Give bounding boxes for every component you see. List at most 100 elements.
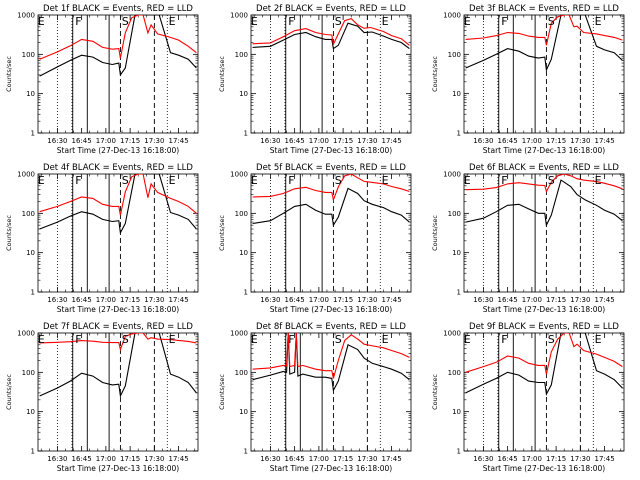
annotation-label: E <box>464 15 471 28</box>
series-line-lld <box>39 333 197 352</box>
y-tick-label: 100 <box>235 210 248 218</box>
x-tick-label: 16:45 <box>72 137 92 145</box>
panel-2: Det 2f BLACK = Events, RED = LLD Counts/s… <box>218 4 412 155</box>
x-tick-label: 16:45 <box>72 296 92 304</box>
x-tick-label: 17:00 <box>522 137 542 145</box>
annotation-label: S <box>548 333 555 346</box>
series-line-events <box>39 174 197 235</box>
series-line-lld <box>252 333 410 379</box>
panel-9: Det 9f BLACK = Events, RED = LLD Counts/s… <box>431 322 625 473</box>
annotation-label: E <box>595 174 602 187</box>
y-axis-label: Counts/sec <box>5 56 13 92</box>
y-axis-label: Counts/sec <box>218 374 226 410</box>
annotation-label: E <box>251 174 258 187</box>
x-tick-label: 17:45 <box>169 137 189 145</box>
x-tick-label: 17:45 <box>595 296 615 304</box>
x-axis-label: Start Time (27-Dec-13 16:18:00) <box>270 305 392 314</box>
plot-frame <box>37 332 199 452</box>
x-tick-label: 17:45 <box>382 455 402 463</box>
annotation-label: E <box>169 174 176 187</box>
x-tick-label: 16:30 <box>47 455 67 463</box>
y-tick-label: 100 <box>235 369 248 377</box>
x-tick-label: 17:30 <box>570 137 590 145</box>
y-tick-label: 100 <box>22 369 35 377</box>
series-line-lld <box>465 333 623 375</box>
plot-frame <box>250 173 412 293</box>
annotation-label: F <box>75 15 81 28</box>
x-tick-label: 17:15 <box>120 296 140 304</box>
panel-title: Det 3f BLACK = Events, RED = LLD <box>469 4 619 14</box>
x-tick-label: 17:00 <box>96 137 116 145</box>
y-tick-label: 1000 <box>443 330 461 338</box>
plot-frame <box>250 332 412 452</box>
plot-frame <box>463 14 625 134</box>
plot-frame <box>37 14 199 134</box>
annotation-label: F <box>288 174 294 187</box>
y-tick-label: 1 <box>31 289 35 297</box>
y-tick-label: 10 <box>239 90 248 98</box>
x-tick-label: 17:30 <box>357 137 377 145</box>
series-line-lld <box>465 174 623 194</box>
series-line-events <box>465 333 623 396</box>
y-tick-label: 10 <box>452 408 461 416</box>
series-line-lld <box>39 174 197 216</box>
panel-title: Det 6f BLACK = Events, RED = LLD <box>469 163 619 173</box>
annotation-label: E <box>169 15 176 28</box>
x-tick-label: 16:30 <box>47 137 67 145</box>
series-line-events <box>39 15 197 77</box>
x-tick-label: 17:45 <box>169 296 189 304</box>
y-tick-label: 100 <box>22 51 35 59</box>
annotation-label: F <box>75 333 81 346</box>
x-tick-label: 16:30 <box>260 296 280 304</box>
x-tick-label: 16:30 <box>473 137 493 145</box>
x-tick-label: 17:45 <box>595 137 615 145</box>
plot-frame <box>37 173 199 293</box>
annotation-label: F <box>501 15 507 28</box>
y-tick-label: 1 <box>244 448 248 456</box>
annotation-label: E <box>38 333 45 346</box>
annotation-label: S <box>122 174 129 187</box>
y-tick-label: 100 <box>448 51 461 59</box>
y-tick-label: 1000 <box>443 12 461 20</box>
series-line-lld <box>465 15 623 46</box>
x-tick-label: 16:45 <box>285 137 305 145</box>
x-tick-label: 17:45 <box>169 455 189 463</box>
panel-title: Det 2f BLACK = Events, RED = LLD <box>256 4 406 14</box>
y-tick-label: 1 <box>244 130 248 138</box>
y-tick-label: 100 <box>448 210 461 218</box>
annotation-label: F <box>288 15 294 28</box>
panel-title: Det 8f BLACK = Events, RED = LLD <box>256 322 406 332</box>
y-tick-label: 100 <box>235 51 248 59</box>
series-line-events <box>465 15 623 73</box>
x-axis-label: Start Time (27-Dec-13 16:18:00) <box>270 146 392 155</box>
panel-title: Det 1f BLACK = Events, RED = LLD <box>43 4 193 14</box>
y-tick-label: 1 <box>457 289 461 297</box>
panel-5: Det 5f BLACK = Events, RED = LLD Counts/s… <box>218 163 412 314</box>
y-axis-label: Counts/sec <box>431 374 439 410</box>
x-tick-label: 17:15 <box>120 455 140 463</box>
x-tick-label: 17:00 <box>309 296 329 304</box>
annotation-label: E <box>169 333 176 346</box>
panel-8: Det 8f BLACK = Events, RED = LLD Counts/s… <box>218 322 412 473</box>
annotation-label: S <box>335 15 342 28</box>
annotation-label: E <box>382 174 389 187</box>
annotation-label: E <box>251 333 258 346</box>
x-axis-label: Start Time (27-Dec-13 16:18:00) <box>57 305 179 314</box>
series-line-events <box>252 187 410 227</box>
x-tick-label: 16:30 <box>473 296 493 304</box>
annotation-label: E <box>251 15 258 28</box>
x-tick-label: 17:30 <box>144 296 164 304</box>
annotation-label: E <box>382 15 389 28</box>
series-line-lld <box>252 174 410 202</box>
x-tick-label: 17:00 <box>522 296 542 304</box>
series-line-events <box>465 179 623 228</box>
x-tick-label: 17:45 <box>382 137 402 145</box>
plot-frame <box>463 173 625 293</box>
x-tick-label: 17:00 <box>96 296 116 304</box>
y-tick-label: 1 <box>31 448 35 456</box>
y-axis-label: Counts/sec <box>431 215 439 251</box>
y-tick-label: 100 <box>22 210 35 218</box>
annotation-label: S <box>122 333 129 346</box>
x-tick-label: 17:15 <box>120 137 140 145</box>
